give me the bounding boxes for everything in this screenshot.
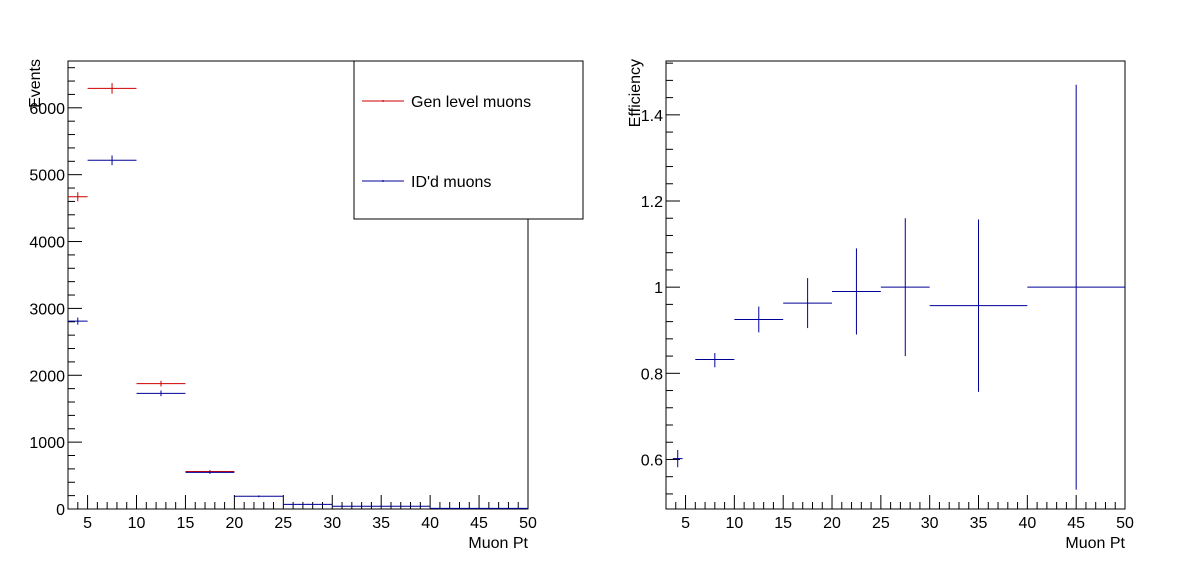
x-axis-title: Muon Pt — [468, 535, 528, 552]
events-histogram-panel: 5 10 15 20 25 30 35 40 45 50 0 1000 2000 3000 4000 5000… — [27, 59, 584, 552]
data-point — [185, 470, 235, 474]
y-axis-ticks — [666, 62, 680, 495]
x-tick-label: 45 — [470, 515, 488, 532]
series-0 — [68, 83, 235, 474]
x-tick-label: 25 — [274, 515, 292, 532]
y-tick-label: 1.4 — [641, 108, 663, 125]
y-tick-label: 5000 — [29, 168, 65, 185]
x-tick-label: 5 — [83, 515, 92, 532]
data-point — [880, 218, 930, 357]
data-point — [929, 219, 1028, 392]
data-point — [783, 278, 833, 329]
x-tick-label: 35 — [372, 515, 390, 532]
legend-label: Gen level muons — [411, 94, 531, 111]
y-tick-label: 0.6 — [641, 452, 663, 469]
y-axis-ticks — [68, 67, 82, 510]
y-tick-label: 4000 — [29, 235, 65, 252]
x-tick-label: 45 — [1067, 515, 1085, 532]
plot-frame — [67, 60, 529, 510]
x-tick-label: 10 — [128, 515, 146, 532]
x-tick-label: 15 — [177, 515, 195, 532]
data-point — [332, 505, 431, 507]
x-tick-label: 40 — [1018, 515, 1036, 532]
y-axis-title: Efficiency — [627, 59, 644, 127]
y-tick-label: 0.8 — [641, 366, 663, 383]
efficiency-plot-panel: 5 10 15 20 25 30 35 40 45 50 0.6 0.8 1 1.2 1.4 Muon Pt E… — [627, 59, 1134, 552]
x-axis-title: Muon Pt — [1065, 535, 1125, 552]
data-point — [136, 380, 186, 387]
y-tick-label: 3000 — [29, 301, 65, 318]
legend-box — [353, 60, 584, 220]
x-tick-label: 5 — [681, 515, 690, 532]
data-point — [695, 353, 735, 368]
x-tick-label: 30 — [323, 515, 341, 532]
data-point — [87, 155, 137, 166]
plot-frame — [665, 60, 1126, 510]
data-point — [672, 449, 683, 468]
x-tick-label: 20 — [225, 515, 243, 532]
y-tick-label: 1 — [654, 280, 663, 297]
x-tick-label: 35 — [970, 515, 988, 532]
y-axis-title: Events — [27, 59, 44, 108]
y-tick-label: 2000 — [29, 368, 65, 385]
x-tick-label: 30 — [921, 515, 939, 532]
x-axis-ticks — [67, 495, 529, 509]
x-tick-label: 15 — [774, 515, 792, 532]
legend-label: ID'd muons — [411, 174, 491, 191]
legend: Gen level muons ID'd muons — [353, 60, 584, 220]
x-tick-label: 25 — [872, 515, 890, 532]
series-1 — [68, 155, 528, 509]
data-point — [68, 192, 88, 202]
data-point — [234, 495, 284, 498]
y-tick-label: 1000 — [29, 435, 65, 452]
data-point — [87, 83, 137, 94]
y-tick-label: 0 — [56, 502, 65, 519]
x-tick-label: 20 — [823, 515, 841, 532]
series-0 — [672, 84, 1125, 490]
data-point — [68, 317, 88, 325]
x-axis-ticks — [665, 495, 1126, 509]
y-tick-label: 1.2 — [641, 194, 663, 211]
x-tick-label: 50 — [1116, 515, 1134, 532]
x-tick-label: 10 — [725, 515, 743, 532]
data-point — [283, 503, 333, 505]
y-tick-label: 6000 — [29, 101, 65, 118]
data-point — [136, 390, 186, 397]
data-point — [1027, 84, 1125, 490]
x-tick-label: 40 — [421, 515, 439, 532]
x-tick-label: 50 — [519, 515, 537, 532]
data-point — [832, 248, 881, 335]
data-point — [734, 306, 784, 333]
